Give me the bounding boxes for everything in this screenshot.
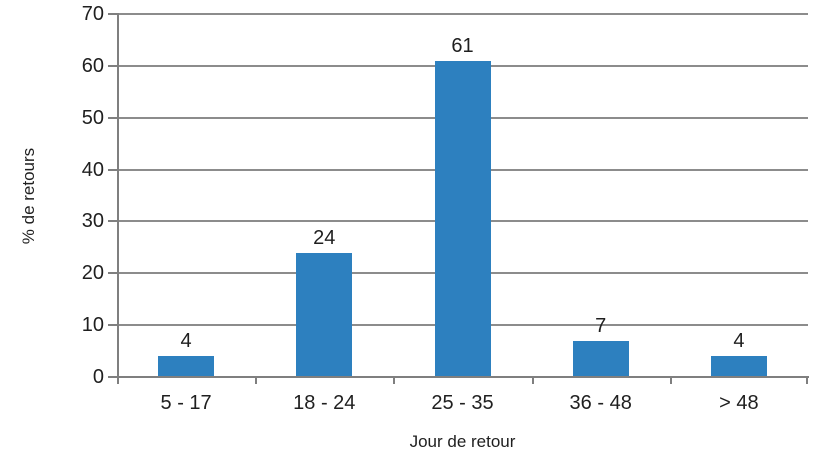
y-tick-mark-20: [108, 272, 117, 275]
bar-value-label-4: 7: [595, 314, 607, 337]
bar-3: [434, 60, 491, 377]
y-tick-label-40: 40: [81, 158, 104, 181]
y-tick-mark-60: [108, 64, 117, 67]
y-tick-mark-30: [108, 220, 117, 223]
x-category-label-5: > 48: [719, 392, 759, 414]
x-axis-line: [117, 376, 809, 378]
y-tick-mark-50: [108, 116, 117, 119]
bar-value-label-2: 24: [313, 226, 336, 249]
y-tick-label-60: 60: [81, 54, 104, 77]
x-tick-mark-4: [669, 377, 672, 384]
y-tick-mark-10: [108, 324, 117, 327]
y-tick-label-0: 0: [92, 366, 104, 388]
y-tick-label-10: 10: [81, 314, 104, 337]
x-tick-mark-3: [531, 377, 534, 384]
bar-value-label-1: 4: [180, 330, 192, 353]
bar-1: [158, 356, 215, 377]
x-category-label-4: 36 - 48: [569, 392, 632, 414]
bar-2: [296, 252, 353, 377]
x-category-label-2: 18 - 24: [293, 392, 356, 414]
y-tick-label-70: 70: [81, 3, 104, 25]
x-category-label-1: 5 - 17: [160, 392, 212, 414]
y-axis-line: [117, 13, 119, 378]
bar-value-label-5: 4: [733, 330, 745, 353]
y-tick-mark-70: [108, 13, 117, 15]
x-tick-mark-0: [117, 377, 119, 384]
y-axis-title: % de retours: [19, 147, 38, 245]
y-tick-mark-0: [108, 376, 117, 378]
bar-5: [710, 356, 767, 377]
x-tick-mark-1: [255, 377, 258, 384]
y-tick-label-20: 20: [81, 262, 104, 285]
gridline-y-70: [117, 13, 808, 15]
x-category-label-3: 25 - 35: [431, 392, 494, 414]
x-tick-mark-2: [393, 377, 396, 384]
x-axis-title: Jour de retour: [409, 432, 516, 451]
y-tick-mark-40: [108, 168, 117, 171]
y-tick-label-30: 30: [81, 210, 104, 233]
y-tick-label-50: 50: [81, 106, 104, 129]
bar-value-label-3: 61: [451, 34, 474, 57]
bar-4: [572, 340, 629, 377]
x-tick-mark-5: [806, 377, 808, 384]
